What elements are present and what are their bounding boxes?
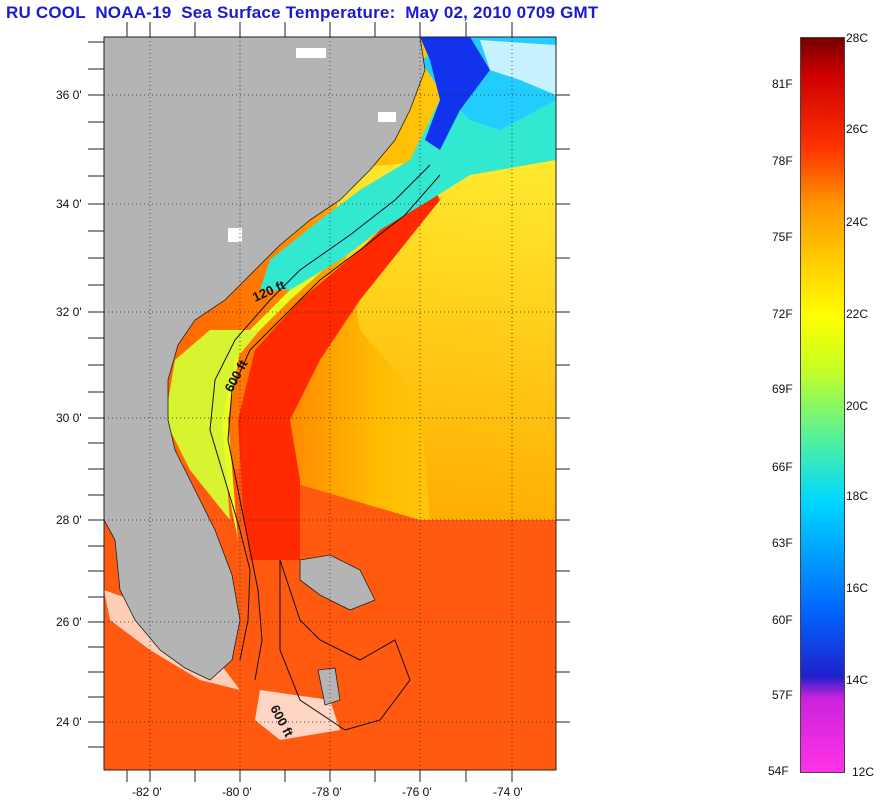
scale-f-69: 69F [772, 382, 793, 396]
lon-label-82: -82 0' [132, 785, 162, 799]
lat-label-32: 32 0' [56, 305, 82, 319]
lat-ticks [88, 41, 104, 748]
lon-label-78: -78 0' [312, 785, 342, 799]
scale-f-57: 57F [772, 688, 793, 702]
scale-f-81: 81F [772, 77, 793, 91]
scale-f-72: 72F [772, 307, 793, 321]
scale-c-22: 22C [846, 307, 869, 321]
lat-label-24: 24 0' [56, 715, 82, 729]
scale-c-26: 26C [846, 122, 869, 136]
land-us-coast [104, 37, 426, 681]
bahamas-island-1 [299, 554, 376, 611]
graticule [104, 37, 556, 770]
contour-120ft [209, 164, 431, 661]
scale-f-78: 78F [772, 154, 793, 168]
cloud-spot-2 [378, 112, 396, 122]
scale-f-54: 54F [768, 764, 789, 778]
scale-f-63: 63F [772, 536, 793, 550]
lat-label-30: 30 0' [56, 411, 82, 425]
scale-c-18: 18C [846, 489, 869, 503]
scale-c-14: 14C [846, 673, 869, 687]
lon-label-76: -76 0' [402, 785, 432, 799]
shelf-water-south [165, 330, 260, 520]
coldest-water [420, 37, 490, 150]
scale-c-28: 28C [846, 31, 869, 45]
cloud-patch-bahamas [255, 690, 340, 740]
cloud-spot [228, 228, 242, 242]
lat-label-36: 36 0' [56, 88, 82, 102]
scale-c-20: 20C [846, 399, 869, 413]
temperature-color-scale [800, 37, 845, 773]
lon-ticks [126, 22, 513, 782]
gulf-stream [238, 180, 440, 560]
contour-600ft [227, 174, 441, 681]
scale-f-60: 60F [772, 613, 793, 627]
scale-c-16: 16C [846, 581, 869, 595]
lat-ticks-right [556, 94, 570, 723]
scale-c-24: 24C [846, 215, 869, 229]
contour-bahamas [279, 559, 411, 731]
scale-f-66: 66F [772, 460, 793, 474]
cloud-spot-3 [296, 48, 326, 58]
lat-label-26: 26 0' [56, 615, 82, 629]
lat-label-28: 28 0' [56, 513, 82, 527]
bahamas-island-2 [317, 667, 341, 706]
cloud-patch-north [480, 40, 556, 95]
scale-c-12: 12C [852, 765, 875, 779]
map-title: RU COOL NOAA-19 Sea Surface Temperature:… [6, 3, 599, 22]
lat-label-34: 34 0' [56, 197, 82, 211]
lon-label-80: -80 0' [222, 785, 252, 799]
scale-f-75: 75F [772, 230, 793, 244]
lon-label-74: -74 0' [493, 785, 523, 799]
